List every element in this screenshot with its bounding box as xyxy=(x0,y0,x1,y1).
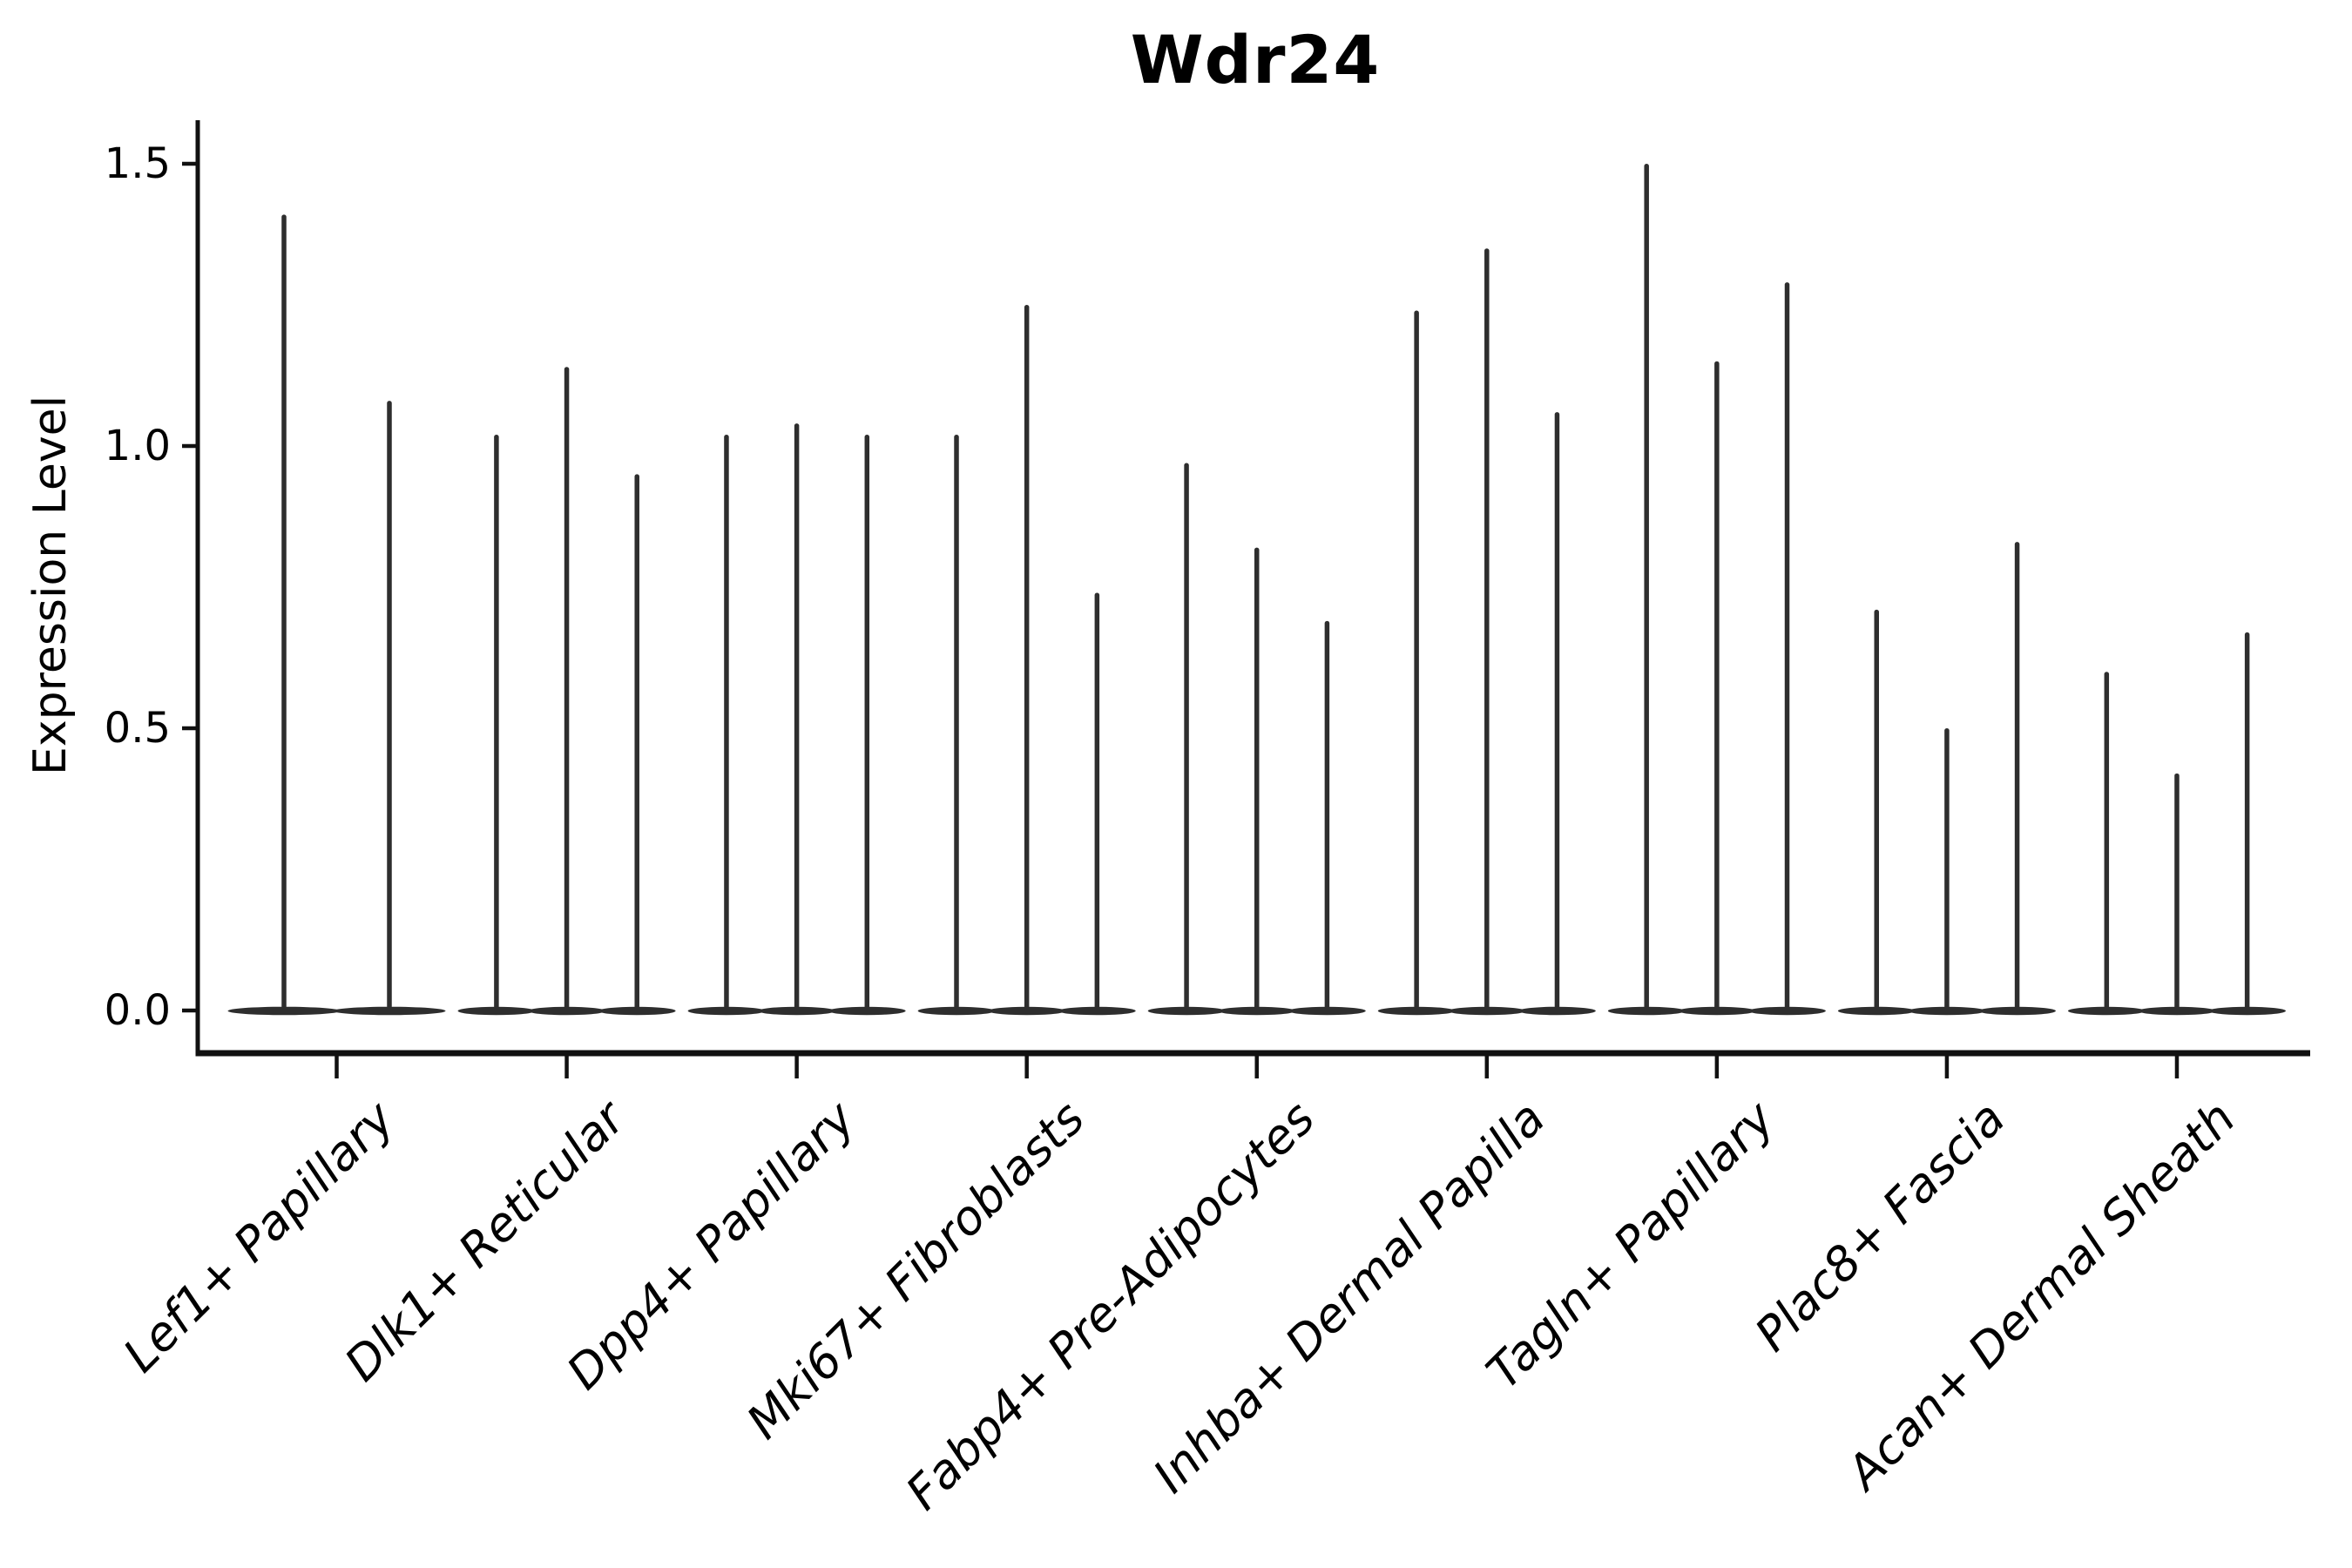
violin-spike xyxy=(2014,542,2020,1009)
violin-spike xyxy=(281,214,287,1009)
violin-spike xyxy=(954,435,959,1009)
violin-group xyxy=(1377,248,1596,1016)
violin-base xyxy=(1288,1006,1366,1016)
violin-base xyxy=(1678,1006,1756,1016)
y-tick-label: 0.0 xyxy=(104,986,171,1035)
violin-group xyxy=(1607,164,1826,1016)
violin-base xyxy=(1837,1006,1916,1016)
violin-base xyxy=(457,1006,536,1016)
violin-group xyxy=(2067,632,2286,1016)
chart-title: Wdr24 xyxy=(1130,21,1381,98)
violin-base xyxy=(227,1006,341,1016)
violin-spike xyxy=(794,423,800,1010)
violin-base xyxy=(1448,1006,1526,1016)
violin-spike xyxy=(2104,672,2110,1009)
violin-spike xyxy=(387,401,392,1009)
y-tick-label: 0.5 xyxy=(104,704,171,753)
violin-spike xyxy=(634,474,639,1009)
violin-base xyxy=(1058,1006,1136,1016)
violin-base xyxy=(1748,1006,1826,1016)
y-tick-label: 1.5 xyxy=(104,139,171,188)
violin-spike xyxy=(1874,609,1880,1009)
violin-spike xyxy=(1414,310,1419,1010)
violin-spike xyxy=(1714,361,1720,1009)
violin-base xyxy=(1147,1006,1226,1016)
violin-spike xyxy=(1024,305,1030,1009)
violin-base xyxy=(988,1006,1066,1016)
violin-spike xyxy=(1094,592,1100,1009)
y-tick-label: 1.0 xyxy=(104,422,171,470)
violin-spike xyxy=(1254,547,1260,1009)
violin-group xyxy=(687,423,906,1016)
violin-base xyxy=(333,1006,446,1016)
violin-base xyxy=(2138,1006,2216,1016)
violin-base xyxy=(1978,1006,2056,1016)
violin-base xyxy=(687,1006,766,1016)
violin-spike xyxy=(724,435,729,1009)
violin-group xyxy=(457,367,676,1016)
violin-spike xyxy=(1484,248,1490,1009)
violin-base xyxy=(828,1006,906,1016)
violin-base xyxy=(758,1006,835,1016)
violin-spike xyxy=(1644,164,1649,1009)
violin-spike xyxy=(2174,773,2180,1009)
violin-group xyxy=(227,214,446,1016)
violin-base xyxy=(598,1006,676,1016)
violin-spike xyxy=(494,435,499,1009)
violin-base xyxy=(528,1006,605,1016)
violin-group xyxy=(1147,463,1366,1016)
violin-spike xyxy=(1324,620,1330,1009)
violin-spike xyxy=(2244,632,2250,1009)
violin-base xyxy=(1908,1006,1986,1016)
violin-spike xyxy=(564,367,570,1009)
violin-group xyxy=(917,305,1136,1016)
violin-spike xyxy=(1784,282,1790,1010)
violin-base xyxy=(917,1006,996,1016)
violin-group xyxy=(1837,542,2056,1016)
violin-spike xyxy=(1944,728,1950,1009)
violin-spike xyxy=(864,435,870,1009)
violin-spike xyxy=(1184,463,1189,1009)
violin-spike xyxy=(1554,412,1560,1009)
violin-base xyxy=(1607,1006,1686,1016)
violin-base xyxy=(1377,1006,1456,1016)
violin-base xyxy=(1218,1006,1296,1016)
violin-base xyxy=(1518,1006,1596,1016)
violin-base xyxy=(2208,1006,2286,1016)
violin-base xyxy=(2067,1006,2146,1016)
